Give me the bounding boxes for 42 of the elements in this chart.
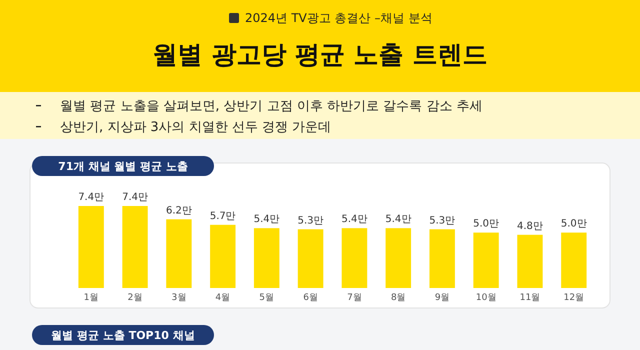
bar: [254, 228, 280, 288]
x-tick-label: 1월: [84, 293, 99, 303]
data-label: 5.4만: [254, 214, 280, 226]
data-label: 5.4만: [341, 214, 368, 226]
bar: [429, 229, 455, 288]
data-label: 4.8만: [517, 220, 543, 232]
data-label: 5.3만: [298, 215, 324, 226]
x-tick-label: 10월: [476, 293, 496, 303]
data-label: 7.4만: [78, 192, 104, 203]
bar: [473, 232, 499, 288]
x-tick-label: 8월: [390, 293, 406, 303]
data-label: 5.3만: [429, 215, 456, 226]
chart-subtitle: 2024년 TV광고 총결산 –채널 분석: [245, 11, 432, 25]
data-label: 5.7만: [210, 210, 236, 222]
bar: [122, 206, 148, 288]
x-tick-label: 4월: [215, 293, 230, 303]
x-tick-label: 9월: [434, 293, 450, 303]
text: 월별 평균 노출을 살펴보면, 상반기 고점 이후 하반기로 갈수록 감소 추세: [60, 99, 482, 114]
bar: [166, 219, 192, 288]
data-label: 5.0만: [560, 218, 587, 230]
bar: [517, 234, 543, 288]
data-label: 7.4만: [122, 192, 148, 203]
bar: [561, 232, 587, 288]
data-label: 6.2만: [166, 205, 192, 216]
text: 71개 채널 월별 평균 노출: [58, 160, 188, 173]
x-tick-label: 6월: [303, 293, 318, 303]
data-label: 5.4만: [385, 214, 412, 226]
chart-title: 월별 광고당 평균 노출 트렌드: [152, 40, 488, 69]
x-tick-label: 12월: [564, 293, 584, 303]
x-tick-label: 2월: [128, 293, 142, 303]
text: 월별 평균 노출 TOP10 채널: [51, 329, 195, 342]
bar: [298, 229, 324, 288]
x-tick-label: 3월: [172, 293, 186, 303]
bar: [342, 228, 368, 288]
data-label: 5.0만: [473, 218, 500, 230]
bar: [78, 206, 104, 288]
x-tick-label: 7월: [347, 293, 362, 303]
bar: [386, 228, 412, 288]
text: 상반기, 지상파 3사의 치열한 선두 경쟁 가운데: [60, 120, 332, 135]
bar: [210, 224, 236, 288]
x-tick-label: 5월: [259, 293, 274, 303]
x-tick-label: 11월: [520, 293, 540, 303]
